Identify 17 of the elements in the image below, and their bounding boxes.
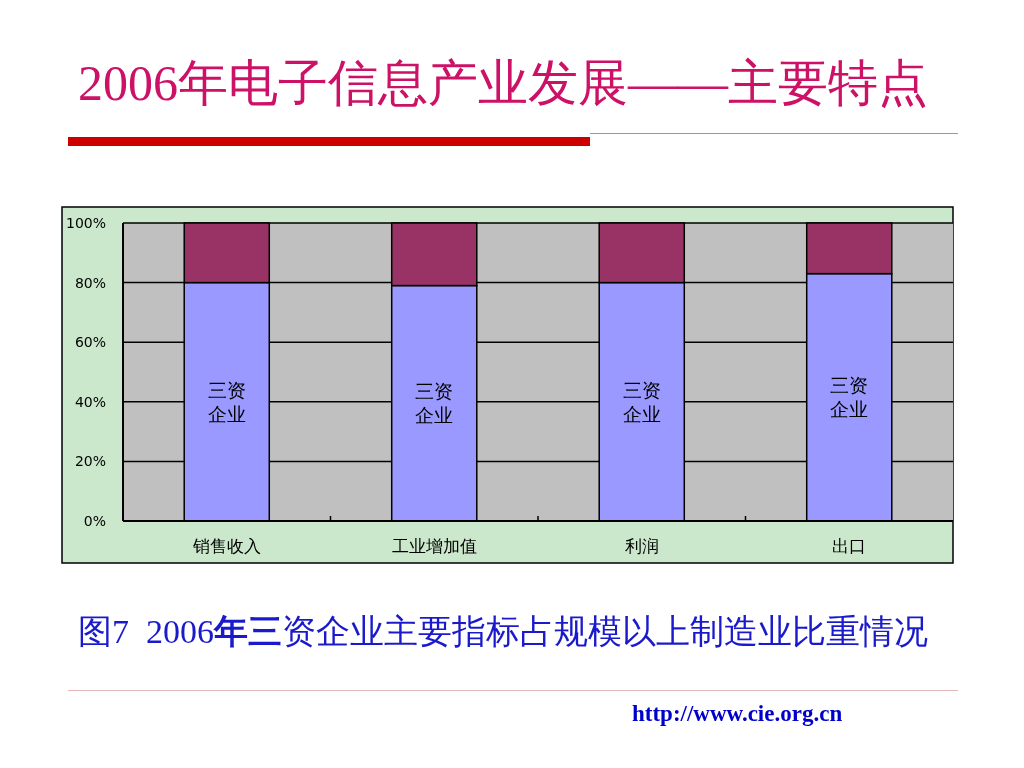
chart-title: 2006年电子信息产业发展——主要特点	[78, 55, 928, 111]
y-tick-label: 40%	[74, 393, 106, 410]
caption: 图7 2006年三资企业主要指标占规模以上制造业比重情况	[78, 613, 928, 650]
x-tick-label: 工业增加值	[391, 536, 477, 556]
series-label: 三资企业	[830, 374, 869, 421]
y-tick-label: 80%	[74, 274, 106, 291]
y-tick-label: 0%	[83, 513, 106, 529]
series-label: 三资企业	[207, 378, 246, 425]
y-tick-label: 100%	[65, 215, 106, 231]
y-tick-label: 20%	[74, 453, 106, 470]
x-tick-label: 利润	[624, 536, 659, 556]
annotation: http://www.cie.org.cn	[632, 701, 843, 726]
series-label: 三资企业	[415, 380, 454, 427]
x-tick-label: 出口	[832, 536, 867, 556]
series-label: 三资企业	[622, 378, 661, 425]
y-tick-label: 60%	[74, 334, 106, 351]
x-tick-label: 销售收入	[191, 536, 261, 556]
